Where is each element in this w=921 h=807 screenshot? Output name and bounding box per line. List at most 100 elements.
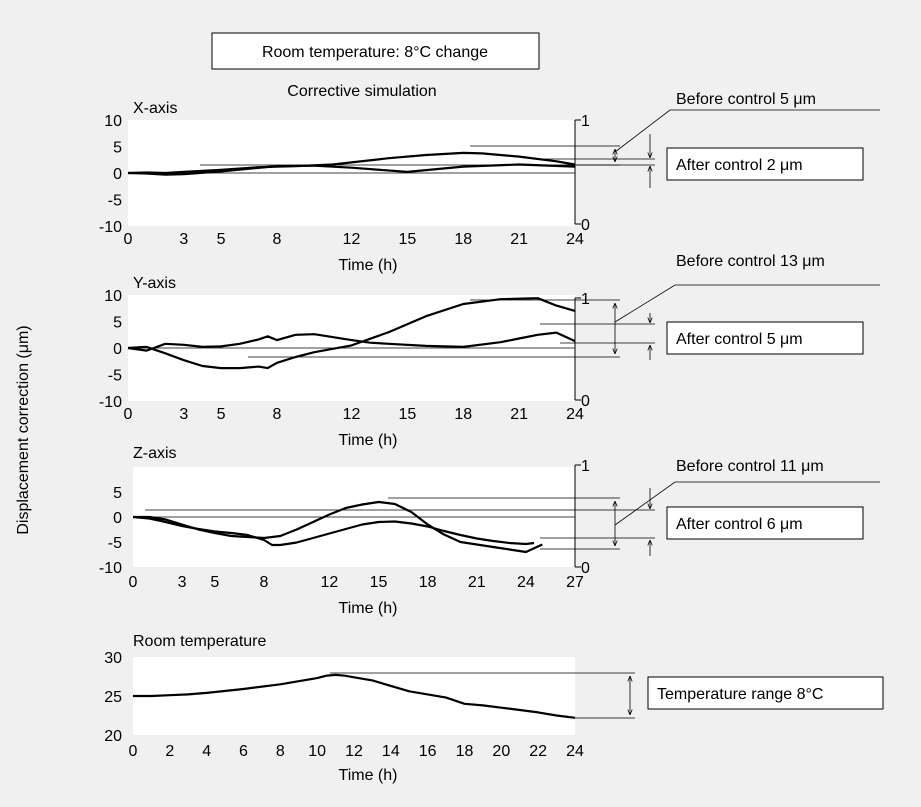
condition-label: Room temperature: 8°C change xyxy=(262,44,488,61)
x-tick-label: 18 xyxy=(454,406,472,423)
y-tick-label: 30 xyxy=(104,650,122,667)
x-tick-label: 15 xyxy=(398,406,416,423)
panel-title-x: X-axis xyxy=(133,100,177,117)
x-tick-label: 8 xyxy=(276,743,285,760)
y-tick-label: 20 xyxy=(104,728,122,745)
y-axis-label: Displacement correction (μm) xyxy=(15,325,32,534)
before-label-x: Before control 5 μm xyxy=(676,91,816,108)
x-tick-label: 20 xyxy=(492,743,510,760)
y-tick-label: -10 xyxy=(99,560,122,577)
x-tick-label: 24 xyxy=(517,574,535,591)
z-xlabel: Time (h) xyxy=(339,600,398,617)
x-tick-label: 27 xyxy=(566,574,584,591)
series-line-2 xyxy=(132,515,535,547)
after-label-z: After control 6 μm xyxy=(676,516,803,533)
x-tick-label: 24 xyxy=(566,743,584,760)
x-tick-label: 21 xyxy=(510,406,528,423)
series-line-1 xyxy=(133,673,576,719)
x-xlabel: Time (h) xyxy=(339,257,398,274)
temp-range-label: Temperature range 8°C xyxy=(657,686,823,703)
x-tick-label: 12 xyxy=(343,231,361,248)
x-tick-label: 24 xyxy=(566,231,584,248)
x-tick-label: 0 xyxy=(129,574,138,591)
y-tick-label: -10 xyxy=(99,394,122,411)
x-tick-label: 15 xyxy=(398,231,416,248)
x-tick-label: 2 xyxy=(165,743,174,760)
temp-xlabel: Time (h) xyxy=(339,767,398,784)
x-tick-label: 0 xyxy=(129,743,138,760)
corrective-simulation-label: Corrective simulation xyxy=(287,83,436,100)
before-label-z: Before control 11 μm xyxy=(676,458,824,475)
y-tick-label: -5 xyxy=(108,368,122,385)
y-tick-label: 0 xyxy=(113,166,122,183)
y-tick-label: 0 xyxy=(113,510,122,527)
y-tick-label: -5 xyxy=(108,535,122,552)
x-tick-label: 16 xyxy=(419,743,437,760)
x-tick-label: 12 xyxy=(321,574,339,591)
x-tick-label: 18 xyxy=(456,743,474,760)
before-label-y: Before control 13 μm xyxy=(676,253,825,270)
series-line-2 xyxy=(127,163,576,176)
y-tick-label: 5 xyxy=(113,140,122,157)
y-tick-label: -5 xyxy=(108,193,122,210)
panel-z-axis: Z-axis Time (h) 5 0 -5 -10 0 3 5 8 12 15 18 21 24 27 1… xyxy=(99,445,880,617)
x-tick-label: 0 xyxy=(124,406,133,423)
plot-area-temp xyxy=(133,657,575,735)
x-tick-label: 21 xyxy=(510,231,528,248)
right-tick-label: 1 xyxy=(581,113,590,130)
before-leader-x xyxy=(614,109,880,153)
x-tick-label: 8 xyxy=(260,574,269,591)
x-tick-label: 18 xyxy=(419,574,437,591)
right-tick-label: 0 xyxy=(581,217,590,234)
condition-box xyxy=(211,32,540,70)
x-tick-label: 8 xyxy=(273,231,282,248)
x-tick-label: 22 xyxy=(529,743,547,760)
after-label-y: After control 5 μm xyxy=(676,331,803,348)
right-tick-label: 1 xyxy=(581,458,590,475)
after-box-x xyxy=(666,147,864,181)
y-tick-label: 10 xyxy=(104,113,122,130)
before-leader-y xyxy=(614,284,880,323)
x-tick-label: 10 xyxy=(308,743,326,760)
x-tick-label: 12 xyxy=(343,406,361,423)
y-tick-label: 0 xyxy=(113,341,122,358)
y-xlabel: Time (h) xyxy=(339,432,398,449)
after-box-z xyxy=(666,506,864,540)
y-tick-label: 5 xyxy=(113,315,122,332)
x-tick-label: 15 xyxy=(370,574,388,591)
series-line-2 xyxy=(127,331,576,352)
x-tick-label: 24 xyxy=(566,406,584,423)
x-tick-label: 12 xyxy=(345,743,363,760)
panel-title-y: Y-axis xyxy=(133,275,176,292)
x-tick-label: 3 xyxy=(179,406,188,423)
series-line-1 xyxy=(127,151,576,175)
x-tick-label: 5 xyxy=(217,231,226,248)
after-box-y xyxy=(666,321,864,355)
x-tick-label: 3 xyxy=(179,231,188,248)
panel-title-z: Z-axis xyxy=(133,445,177,462)
x-tick-label: 18 xyxy=(454,231,472,248)
x-tick-label: 8 xyxy=(273,406,282,423)
y-tick-label: 25 xyxy=(104,689,122,706)
x-tick-label: 4 xyxy=(202,743,211,760)
x-tick-label: 3 xyxy=(178,574,187,591)
right-tick-label: 0 xyxy=(581,560,590,577)
x-tick-label: 6 xyxy=(239,743,248,760)
x-tick-label: 0 xyxy=(124,231,133,248)
y-tick-label: 5 xyxy=(113,485,122,502)
before-leader-z xyxy=(614,481,880,526)
x-tick-label: 21 xyxy=(468,574,486,591)
y-tick-label: -10 xyxy=(99,219,122,236)
right-tick-label: 1 xyxy=(581,291,590,308)
x-tick-label: 5 xyxy=(210,574,219,591)
x-tick-label: 5 xyxy=(217,406,226,423)
x-tick-label: 14 xyxy=(382,743,400,760)
after-label-x: After control 2 μm xyxy=(676,157,803,174)
right-tick-label: 0 xyxy=(581,393,590,410)
y-tick-label: 10 xyxy=(104,288,122,305)
temp-range-box xyxy=(647,676,884,710)
